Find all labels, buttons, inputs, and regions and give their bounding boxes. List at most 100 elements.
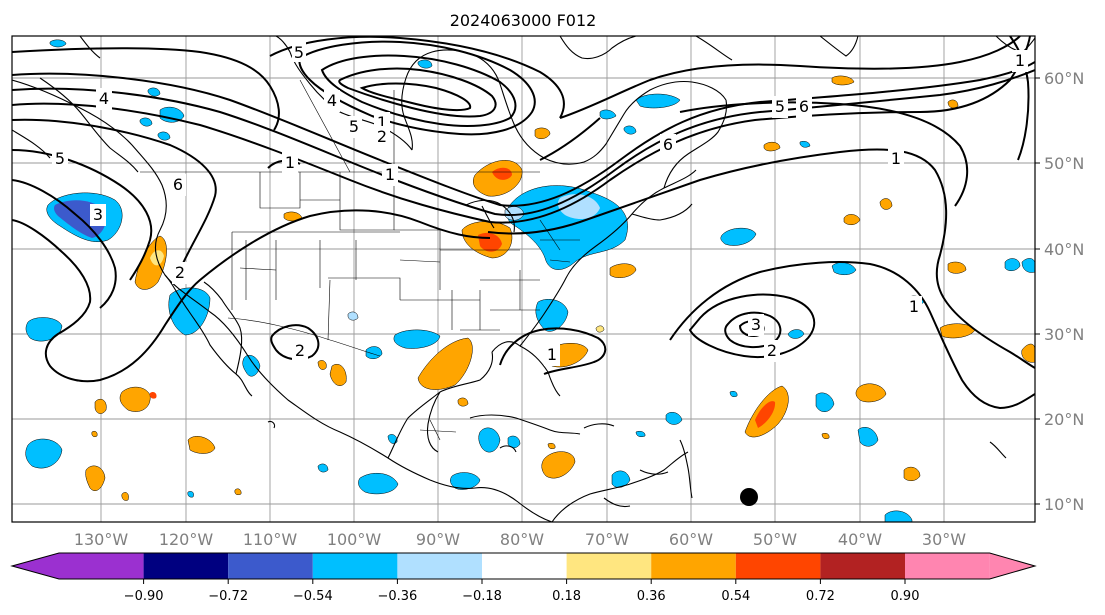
colorbar-swatch [143, 553, 229, 579]
colorbar-tick-label: −0.54 [293, 589, 333, 604]
blob-arc-blue7 [347, 311, 359, 321]
colorbar-tick-label: 0.54 [721, 589, 750, 604]
lon-label: 30°W [922, 530, 966, 549]
blob-e-orange2 [1021, 343, 1035, 363]
blob-e-orange4 [843, 214, 861, 225]
blob-pac-small3 [234, 488, 242, 496]
blob-pac-orange1 [119, 386, 151, 412]
contour-label: 1 [1015, 51, 1025, 70]
contour-label: 1 [377, 113, 387, 132]
blob-pac1 [25, 317, 63, 342]
blob-e-orange8 [763, 141, 781, 152]
contour-label: 2 [377, 127, 387, 146]
lat-labels: 60°N 50°N 40°N 30°N 20°N 10°N [1044, 69, 1084, 514]
blob-trop-small1 [729, 390, 738, 398]
lon-label: 130°W [74, 530, 129, 549]
lat-label: 50°N [1044, 154, 1084, 173]
colorbar-swatch [735, 553, 821, 579]
blob-pac-blue2 [25, 438, 63, 469]
blob-e-blue6 [599, 109, 617, 120]
blob-misc-orange [595, 325, 605, 333]
blob-yuc-blue [242, 355, 261, 377]
lon-label: 120°W [159, 530, 214, 549]
contour-label: 1 [891, 149, 901, 168]
blob-pac-orange4 [85, 465, 106, 491]
blob-pac-small4 [187, 491, 194, 498]
colorbar-tick-label: 0.18 [552, 589, 581, 604]
colorbar: −0.90 −0.72 −0.54 −0.36 −0.18 0.18 0.36 … [10, 552, 1037, 604]
blob-e-blue1 [1004, 258, 1021, 271]
blob-trop-orange3 [903, 466, 921, 481]
colorbar-swatch [397, 553, 482, 579]
contour-label: 2 [295, 341, 305, 360]
blob-arc-blue4 [139, 117, 153, 127]
contour-label: 1 [909, 297, 919, 316]
blob-pac-small2 [121, 492, 129, 501]
lat-ticks [1035, 77, 1040, 505]
colorbar-swatch [905, 553, 990, 579]
blob-arc-blue2 [147, 87, 161, 97]
lat-label: 20°N [1044, 410, 1084, 429]
blob-car-blue6 [611, 470, 631, 488]
colorbar-swatch [59, 553, 144, 579]
blob-arc-blue5 [157, 131, 171, 141]
blob-arc-blue3 [159, 106, 185, 123]
colorbar-swatch [651, 553, 736, 579]
lat-label: 60°N [1044, 69, 1084, 88]
lon-label: 60°W [669, 530, 713, 549]
blob-e-orange6 [831, 75, 855, 86]
colorbar-tick-label: −0.36 [377, 589, 417, 604]
contour-label: 3 [93, 205, 103, 224]
blob-e-orange3 [947, 261, 967, 274]
blob-pac-small1 [91, 430, 98, 438]
blob-mex3 [317, 360, 327, 370]
blob-trop-red [755, 401, 776, 428]
lon-label: 110°W [243, 530, 298, 549]
blob-trop-small3 [787, 329, 805, 339]
blob-pac-red1 [149, 391, 157, 399]
blob-pac-orange2 [94, 399, 107, 414]
lon-label: 80°W [500, 530, 544, 549]
lat-label: 30°N [1044, 325, 1084, 344]
contour-label: 4 [327, 91, 337, 110]
blob-car-blue1 [478, 427, 501, 453]
colorbar-tick-label: −0.90 [124, 589, 164, 604]
contour-label: 6 [663, 135, 673, 154]
blob-mex2 [329, 364, 347, 386]
colorbar-swatch [820, 553, 905, 579]
map-frame [11, 35, 1036, 523]
blob-arc-blue6 [417, 59, 433, 69]
contour-label: 5 [55, 149, 65, 168]
blob-arc-blue1 [49, 39, 67, 48]
colorbar-extend-left [12, 553, 59, 579]
lon-label: 40°W [838, 530, 882, 549]
blob-ontario-red [492, 167, 512, 180]
contour-label: 2 [175, 263, 185, 282]
colorbar-swatch [312, 553, 398, 579]
blob-pac-orange3 [187, 436, 216, 454]
colorbar-swatch [482, 553, 567, 579]
contour-label: 1 [285, 153, 295, 172]
contour-label: 5 [775, 97, 785, 116]
blob-ok-blue [393, 329, 441, 349]
contour-label: 5 [349, 117, 359, 136]
storm-marker [740, 488, 758, 506]
lon-labels: 130°W 120°W 110°W 100°W 90°W 80°W 70°W 6… [74, 530, 966, 549]
blob-e-blue7 [623, 125, 637, 135]
blob-e-orange7 [947, 99, 959, 109]
coastlines [12, 36, 1035, 522]
blob-car-blue9 [317, 463, 329, 473]
blob-atl-orange [609, 263, 637, 278]
blob-car-blue8 [635, 430, 646, 438]
blob-e-orange5 [879, 198, 893, 210]
blob-car-blue3 [387, 434, 398, 444]
colorbar-tick-label: −0.18 [462, 589, 502, 604]
colorbar-swatch [566, 553, 652, 579]
colorbar-ticks [143, 579, 906, 584]
blob-e-blue2 [1021, 258, 1035, 273]
colorbar-tick-label: 0.72 [806, 589, 835, 604]
colorbar-swatch [228, 553, 313, 579]
contour-label: 1 [385, 165, 395, 184]
colorbar-tick-label: 0.90 [891, 589, 920, 604]
